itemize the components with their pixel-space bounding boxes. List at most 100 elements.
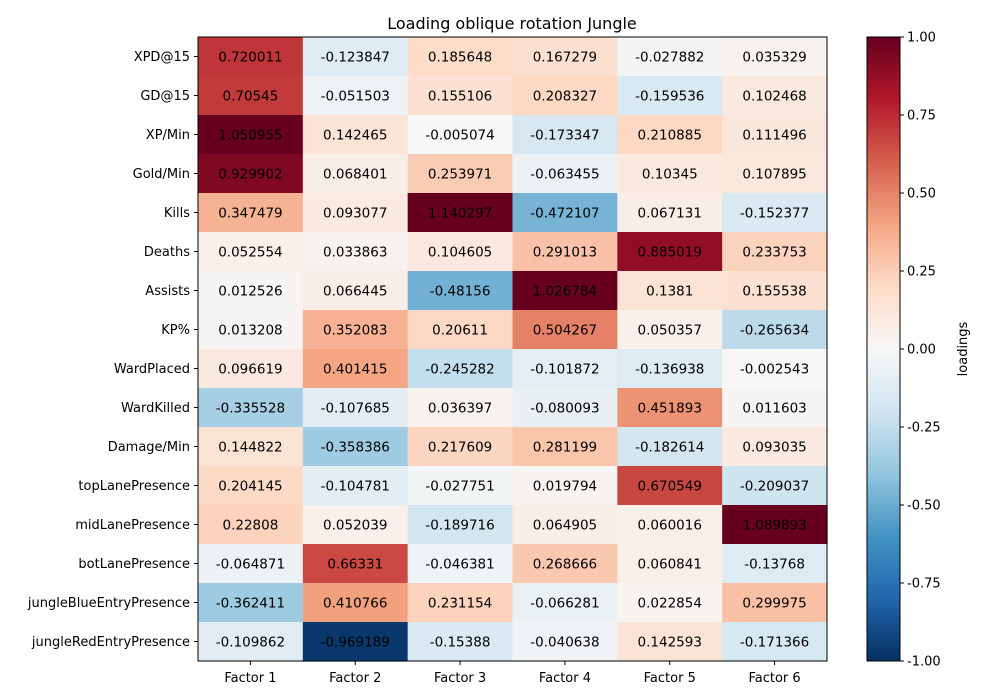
heatmap-cell — [198, 466, 304, 506]
cell-value-label: 0.067131 — [638, 205, 702, 221]
cell-value-label: 1.026784 — [533, 283, 597, 299]
cell-value-label: -0.104781 — [321, 478, 390, 494]
heatmap-cell — [302, 37, 409, 77]
heatmap-cell — [407, 232, 514, 272]
cell-value-label: 0.231154 — [428, 595, 492, 611]
cell-value-label: 0.347479 — [218, 205, 282, 221]
cell-value-label: 0.012526 — [218, 283, 282, 299]
heatmap-cell — [617, 271, 723, 311]
cell-value-label: 0.720011 — [218, 49, 282, 65]
cell-value-label: 0.022854 — [638, 595, 702, 611]
heatmap-cell — [617, 505, 723, 545]
heatmap-cell — [617, 622, 723, 662]
cell-value-label: -0.265634 — [740, 322, 809, 338]
heatmap-cell — [512, 271, 618, 311]
cell-value-label: -0.189716 — [425, 517, 494, 533]
heatmap-cell — [198, 544, 304, 584]
cell-value-label: 0.451893 — [638, 400, 702, 416]
heatmap-cell — [407, 310, 514, 350]
heatmap-cell — [302, 505, 409, 545]
cell-value-label: -0.969189 — [321, 634, 390, 650]
cell-value-label: 0.093077 — [323, 205, 387, 221]
heatmap-cell — [722, 466, 828, 506]
colorbar-gradient — [866, 36, 901, 662]
y-tick-label: WardKilled — [121, 401, 190, 416]
cell-value-label: 0.670549 — [638, 478, 702, 494]
heatmap-cell — [512, 544, 618, 584]
cell-value-label: 0.929902 — [218, 166, 282, 182]
cell-value-label: 0.142593 — [638, 634, 702, 650]
cell-value-label: 0.185648 — [428, 49, 492, 65]
heatmap-cell — [512, 76, 618, 116]
heatmap-cell — [407, 427, 514, 467]
cell-value-label: 0.052554 — [218, 244, 282, 260]
y-tick-label: XPD@15 — [134, 50, 190, 65]
heatmap-cell — [722, 76, 828, 116]
heatmap-cell — [617, 310, 723, 350]
cell-value-label: 0.1381 — [646, 283, 693, 299]
cell-value-label: -0.13768 — [744, 556, 805, 572]
heatmap-cell — [722, 271, 828, 311]
heatmap-cell — [512, 193, 618, 233]
cell-value-label: 1.140297 — [428, 205, 492, 221]
heatmap-cell — [512, 388, 618, 428]
colorbar-tick-label: 0.25 — [907, 265, 936, 280]
cell-value-label: -0.063455 — [530, 166, 599, 182]
cell-value-label: 0.70545 — [223, 88, 279, 104]
y-tick-label: XP/Min — [146, 128, 190, 143]
cell-value-label: -0.48156 — [430, 283, 491, 299]
cell-value-label: -0.245282 — [425, 361, 494, 377]
y-tick-label: KP% — [161, 323, 190, 338]
heatmap-cell — [722, 193, 828, 233]
heatmap-cell — [512, 622, 618, 662]
cell-value-label: -0.051503 — [321, 88, 390, 104]
heatmap-cell — [617, 37, 723, 77]
cell-value-label: -0.107685 — [321, 400, 390, 416]
heatmap-cell — [407, 583, 514, 623]
heatmap-cell — [407, 271, 514, 311]
cell-value-label: 0.208327 — [533, 88, 597, 104]
cell-value-label: -0.064871 — [216, 556, 285, 572]
heatmap-cell — [302, 583, 409, 623]
cell-value-label: 0.093035 — [742, 439, 806, 455]
cell-value-label: 0.20611 — [432, 322, 488, 338]
heatmap-cell — [198, 310, 304, 350]
heatmap-cell — [722, 544, 828, 584]
x-tick-label: Factor 4 — [539, 671, 591, 686]
cell-value-label: -0.002543 — [740, 361, 809, 377]
heatmap-cell — [407, 193, 514, 233]
colorbar-tick-label: -0.50 — [907, 499, 941, 514]
cell-value-label: 0.064905 — [533, 517, 597, 533]
heatmap-cell — [302, 115, 409, 155]
cell-value-label: 0.167279 — [533, 49, 597, 65]
x-tick-label: Factor 3 — [434, 671, 486, 686]
heatmap-cell — [617, 466, 723, 506]
cell-value-label: 0.107895 — [742, 166, 806, 182]
cell-value-label: 0.299975 — [742, 595, 806, 611]
chart-title: Loading oblique rotation Jungle — [387, 14, 637, 33]
heatmap-cell — [512, 505, 618, 545]
colorbar: -1.00 -0.75 -0.50 -0.25 0.00 0.25 0.50 0.75 1.00… — [866, 31, 971, 670]
cell-value-label: -0.209037 — [740, 478, 809, 494]
heatmap-cell — [407, 388, 514, 428]
colorbar-tick-label: 0.75 — [907, 109, 936, 124]
heatmap-axes: XPD@15 GD@15 XP/Min Gold/Min Kills Deaths Assi… — [27, 36, 828, 686]
heatmap-cell-labels: 0.720011 -0.123847 0.185648 0.167279 -0.0278… — [216, 49, 809, 650]
cell-value-label: 0.253971 — [428, 166, 492, 182]
cell-value-label: 0.401415 — [323, 361, 387, 377]
heatmap-cell — [617, 544, 723, 584]
heatmap-cell — [512, 232, 618, 272]
y-tick-label: jungleRedEntryPresence — [31, 635, 190, 650]
cell-value-label: 0.013208 — [218, 322, 282, 338]
heatmap-cell — [617, 76, 723, 116]
cell-value-label: 0.033863 — [323, 244, 387, 260]
cell-value-label: 0.068401 — [323, 166, 387, 182]
heatmap-cell — [722, 622, 828, 662]
cell-value-label: -0.472107 — [530, 205, 599, 221]
cell-value-label: 0.036397 — [428, 400, 492, 416]
heatmap-cells — [198, 37, 828, 662]
cell-value-label: -0.109862 — [216, 634, 285, 650]
cell-value-label: 0.10345 — [642, 166, 698, 182]
cell-value-label: -0.15388 — [430, 634, 491, 650]
